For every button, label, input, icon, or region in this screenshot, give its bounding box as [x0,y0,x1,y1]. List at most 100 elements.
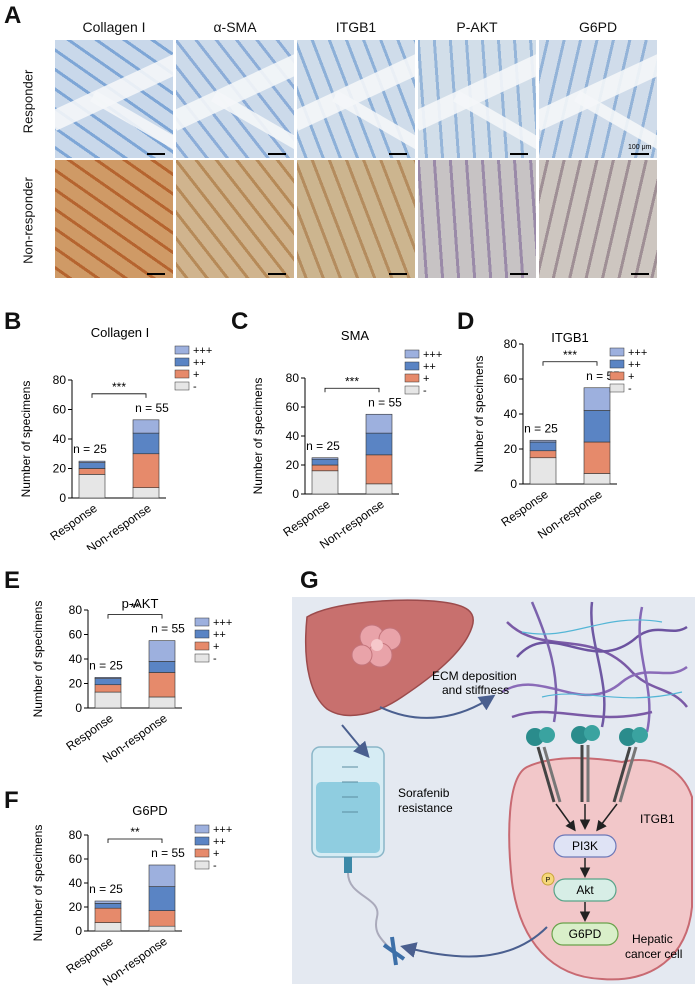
bar-segment [311,464,339,472]
y-tick-label: 60 [53,403,67,417]
column-header-collagen: Collagen I [82,19,146,35]
legend-swatch [194,617,210,627]
ihc-image-1-1 [176,160,294,278]
y-tick-label: 0 [510,477,517,491]
legend-swatch [609,371,625,381]
legend-swatch [404,361,420,371]
legend-swatch [194,824,210,834]
n-label: n = 55 [135,401,169,415]
bar-segment [78,462,106,469]
y-tick-label: 20 [286,458,300,472]
y-tick-label: 60 [504,372,518,386]
legend-label: +++ [423,349,442,361]
scale-bar [510,273,528,275]
pi3k-label: PI3K [572,839,598,853]
bar-segment [94,684,122,693]
iv-bag-illustration [311,746,406,966]
bar-segment [148,672,176,698]
legend-swatch [194,653,210,663]
y-tick-label: 60 [286,400,300,414]
ihc-image-0-0 [55,40,173,158]
y-tick-label: 40 [286,429,300,443]
g6pd-node [551,922,619,946]
bar-segment [365,454,393,485]
column-header-sma: α-SMA [213,19,257,35]
panel-d-letter: D [457,308,475,335]
legend-label: ++ [213,629,226,641]
legend-label: + [628,371,634,383]
chart-title: Collagen I [91,325,150,340]
phospho-label: P [546,877,551,884]
bar-segment [94,678,122,686]
scale-bar [268,153,286,155]
significance-stars: ** [130,601,140,615]
phospho-circle [541,872,555,886]
n-label: n = 25 [89,658,123,672]
row-label-nonresponder: Non-responder [20,177,36,264]
legend-swatch [194,641,210,651]
n-label: n = 55 [368,395,402,409]
ecm-fibers [501,601,688,733]
significance-bracket [107,838,163,843]
x-tick-label: Response [63,934,116,977]
akt-node [553,878,617,902]
legend-swatch [609,359,625,369]
bar-segment [78,468,106,475]
scale-bar [631,153,649,155]
y-tick-label: 80 [69,603,83,617]
pi3k-node [553,834,617,858]
integrin-receptors [526,725,648,803]
scale-bar [147,273,165,275]
legend-label: - [213,860,217,872]
bar-segment [132,453,160,488]
significance-bracket [91,393,147,398]
scale-bar [389,273,407,275]
ihc-image-0-2 [297,40,415,158]
y-tick-label: 0 [75,924,82,938]
legend-swatch [194,860,210,870]
legend-label: ++ [193,357,206,369]
legend-swatch [194,629,210,639]
n-label: n = 55 [151,846,185,860]
column-header-itgb1: ITGB1 [335,19,377,35]
significance-bracket [542,361,598,366]
bar-segment [583,387,611,411]
hepatic-label-line1: Hepatic [632,932,673,946]
legend-label: + [423,373,429,385]
x-tick-label: Response [63,711,116,754]
chart-g6pd: 0 20 40 60 80 Number of specimens G6PD Response… [31,803,232,989]
n-label: n = 55 [151,622,185,636]
y-tick-label: 20 [69,900,83,914]
legend-swatch [174,369,190,379]
bar-segment [529,441,557,452]
legend-swatch [404,385,420,395]
n-label: n = 25 [306,439,340,453]
x-tick-label: Response [47,501,100,544]
y-axis-label: Number of specimens [472,356,486,473]
bar-segment [148,925,176,932]
legend-swatch [194,848,210,858]
column-header-pakt: P-AKT [456,19,498,35]
ecm-label-line1: ECM deposition [432,669,517,683]
y-tick-label: 80 [504,337,518,351]
bar-segment [365,432,393,456]
legend-label: + [213,641,219,653]
legend-swatch [174,381,190,391]
significance-bracket [324,387,380,393]
akt-label: Akt [576,883,594,897]
legend-label: + [213,848,219,860]
legend-label: + [193,369,199,381]
hepatic-label-line2: cancer cell [625,947,682,961]
chart-collagen: 0 20 40 60 80 Number of specimens Collagen I Re… [19,325,212,550]
n-label: n = 25 [89,882,123,896]
scale-bar [510,153,528,155]
ihc-image-1-2 [297,160,415,278]
bar-segment [529,450,557,459]
y-tick-label: 40 [53,432,67,446]
y-axis-label: Number of specimens [251,378,265,495]
scale-bar [147,153,165,155]
row-label-responder: Responder [20,69,36,134]
y-tick-label: 20 [69,677,83,691]
y-tick-label: 60 [69,628,83,642]
chart-title: G6PD [132,803,167,818]
